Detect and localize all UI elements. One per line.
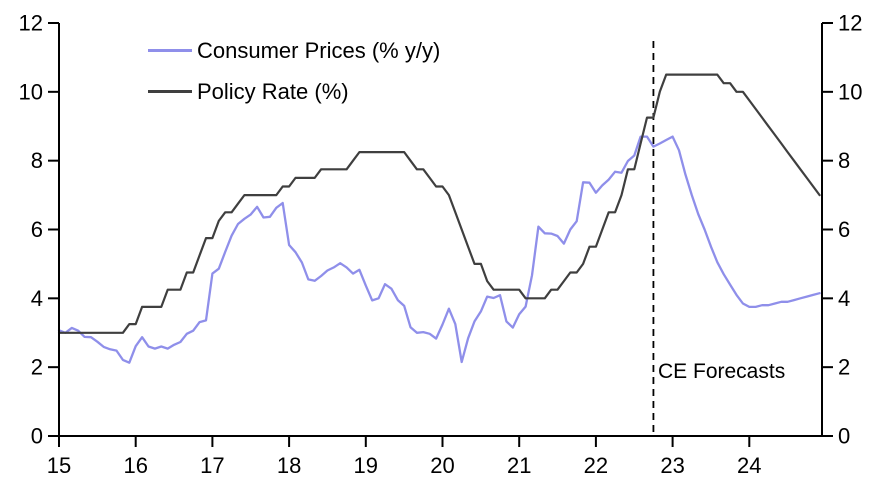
legend-item-policy-rate: Policy Rate (%) — [148, 80, 440, 103]
legend-item-consumer-prices: Consumer Prices (% y/y) — [148, 39, 440, 62]
forecast-annotation-label: CE Forecasts — [658, 360, 786, 383]
y-axis-left-tick-label: 6 — [31, 217, 43, 242]
x-axis-tick-label: 22 — [584, 453, 608, 478]
policy-rate-line — [57, 73, 821, 334]
consumer-prices-line — [57, 135, 821, 364]
y-axis-right-tick-label: 6 — [838, 217, 850, 242]
x-axis-tick-label: 19 — [354, 453, 378, 478]
y-axis-right-tick-label: 10 — [838, 79, 862, 104]
y-axis-right-tick-label: 12 — [838, 11, 862, 36]
x-axis-tick-label: 24 — [737, 453, 761, 478]
legend-label-policy-rate: Policy Rate (%) — [197, 79, 349, 104]
y-axis-right-tick-label: 8 — [838, 148, 850, 173]
y-axis-left-tick-label: 12 — [19, 11, 43, 36]
y-axis-right-tick-label: 2 — [838, 355, 850, 380]
y-axis-left-tick-label: 4 — [31, 286, 43, 311]
y-axis-right-tick-label: 0 — [838, 424, 850, 449]
x-axis-tick-label: 17 — [200, 453, 224, 478]
x-axis-tick-label: 20 — [430, 453, 454, 478]
x-axis-tick-label: 23 — [660, 453, 684, 478]
y-axis-left-tick-label: 10 — [19, 79, 43, 104]
x-axis-tick-label: 21 — [507, 453, 531, 478]
y-axis-left-tick-label: 2 — [31, 355, 43, 380]
legend-label-consumer-prices: Consumer Prices (% y/y) — [197, 38, 441, 63]
y-axis-left-tick-label: 8 — [31, 148, 43, 173]
y-axis-left-tick-label: 0 — [31, 424, 43, 449]
x-axis-tick-label: 18 — [277, 453, 301, 478]
policy-rate-line-sample-icon — [148, 90, 192, 93]
consumer-prices-line-sample-icon — [148, 49, 192, 52]
y-axis-right-tick-label: 4 — [838, 286, 850, 311]
x-axis-tick-label: 16 — [123, 453, 147, 478]
x-axis-tick-label: 15 — [47, 453, 71, 478]
legend: Consumer Prices (% y/y) Policy Rate (%) — [148, 39, 440, 121]
